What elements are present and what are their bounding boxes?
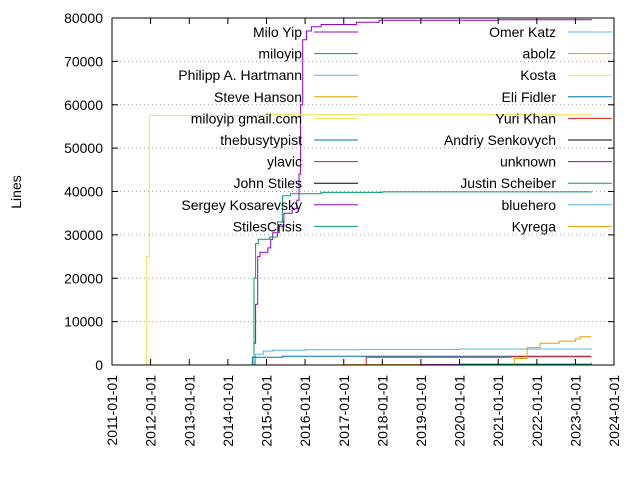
x-tick-label: 2022-01-01 xyxy=(529,375,545,447)
legend-label: Kosta xyxy=(520,67,556,83)
x-tick-label: 2023-01-01 xyxy=(567,375,583,447)
series-line xyxy=(145,114,592,366)
legend-label: Yuri Khan xyxy=(495,110,556,126)
legend: Milo Yip miloyip Philipp A. Hartmann Steve … xyxy=(178,24,612,234)
legend-label: StilesCrisis xyxy=(233,218,302,234)
y-tick-label: 50000 xyxy=(64,140,103,156)
legend-label: miloyip gmail.com xyxy=(191,110,302,126)
legend-label: unknown xyxy=(500,154,556,170)
x-tick-label: 2012-01-01 xyxy=(143,375,159,447)
y-tick-label: 60000 xyxy=(64,97,103,113)
y-tick-label: 0 xyxy=(95,357,103,373)
y-tick-label: 10000 xyxy=(64,314,103,330)
legend-label: Justin Scheiber xyxy=(460,175,556,191)
x-tick-label: 2015-01-01 xyxy=(258,375,274,447)
legend-label: bluehero xyxy=(502,197,557,213)
legend-label: ylavic xyxy=(267,154,302,170)
legend-label: Milo Yip xyxy=(253,24,302,40)
legend-label: abolz xyxy=(523,46,556,62)
y-tick-label: 40000 xyxy=(64,184,103,200)
series-line xyxy=(252,19,592,366)
x-tick-label: 2017-01-01 xyxy=(336,375,352,447)
x-tick-label: 2024-01-01 xyxy=(606,375,622,447)
x-tick-label: 2020-01-01 xyxy=(452,375,468,447)
series-line xyxy=(253,348,592,366)
series-line xyxy=(252,191,592,366)
legend-label: Omer Katz xyxy=(489,24,556,40)
legend-label: Kyrega xyxy=(512,218,557,234)
legend-label: Eli Fidler xyxy=(502,89,557,105)
y-axis-ticks: 0 10000 20000 30000 40000 50000 60000 70000 8000… xyxy=(64,10,614,373)
x-tick-label: 2016-01-01 xyxy=(297,375,313,447)
legend-label: miloyip xyxy=(258,46,302,62)
legend-label: Steve Hanson xyxy=(214,89,302,105)
legend-label: thebusytypist xyxy=(220,132,302,148)
y-tick-label: 80000 xyxy=(64,10,103,26)
x-tick-label: 2021-01-01 xyxy=(490,375,506,447)
legend-label: Andriy Senkovych xyxy=(444,132,556,148)
x-tick-label: 2011-01-01 xyxy=(104,375,120,446)
legend-label: John Stiles xyxy=(234,175,302,191)
x-tick-label: 2019-01-01 xyxy=(413,375,429,447)
y-tick-label: 70000 xyxy=(64,53,103,69)
y-tick-label: 20000 xyxy=(64,270,103,286)
x-tick-label: 2013-01-01 xyxy=(181,375,197,447)
series-line xyxy=(510,336,592,366)
legend-label: Sergey Kosarevsky xyxy=(181,197,302,213)
x-axis-ticks: 2011-01-01 2012-01-01 2013-01-01 2014-01-01… xyxy=(104,18,622,447)
y-tick-label: 30000 xyxy=(64,227,103,243)
legend-label: Philipp A. Hartmann xyxy=(178,67,302,83)
x-tick-label: 2018-01-01 xyxy=(374,375,390,447)
x-tick-label: 2014-01-01 xyxy=(220,375,236,447)
y-axis-label: Lines xyxy=(8,175,24,208)
